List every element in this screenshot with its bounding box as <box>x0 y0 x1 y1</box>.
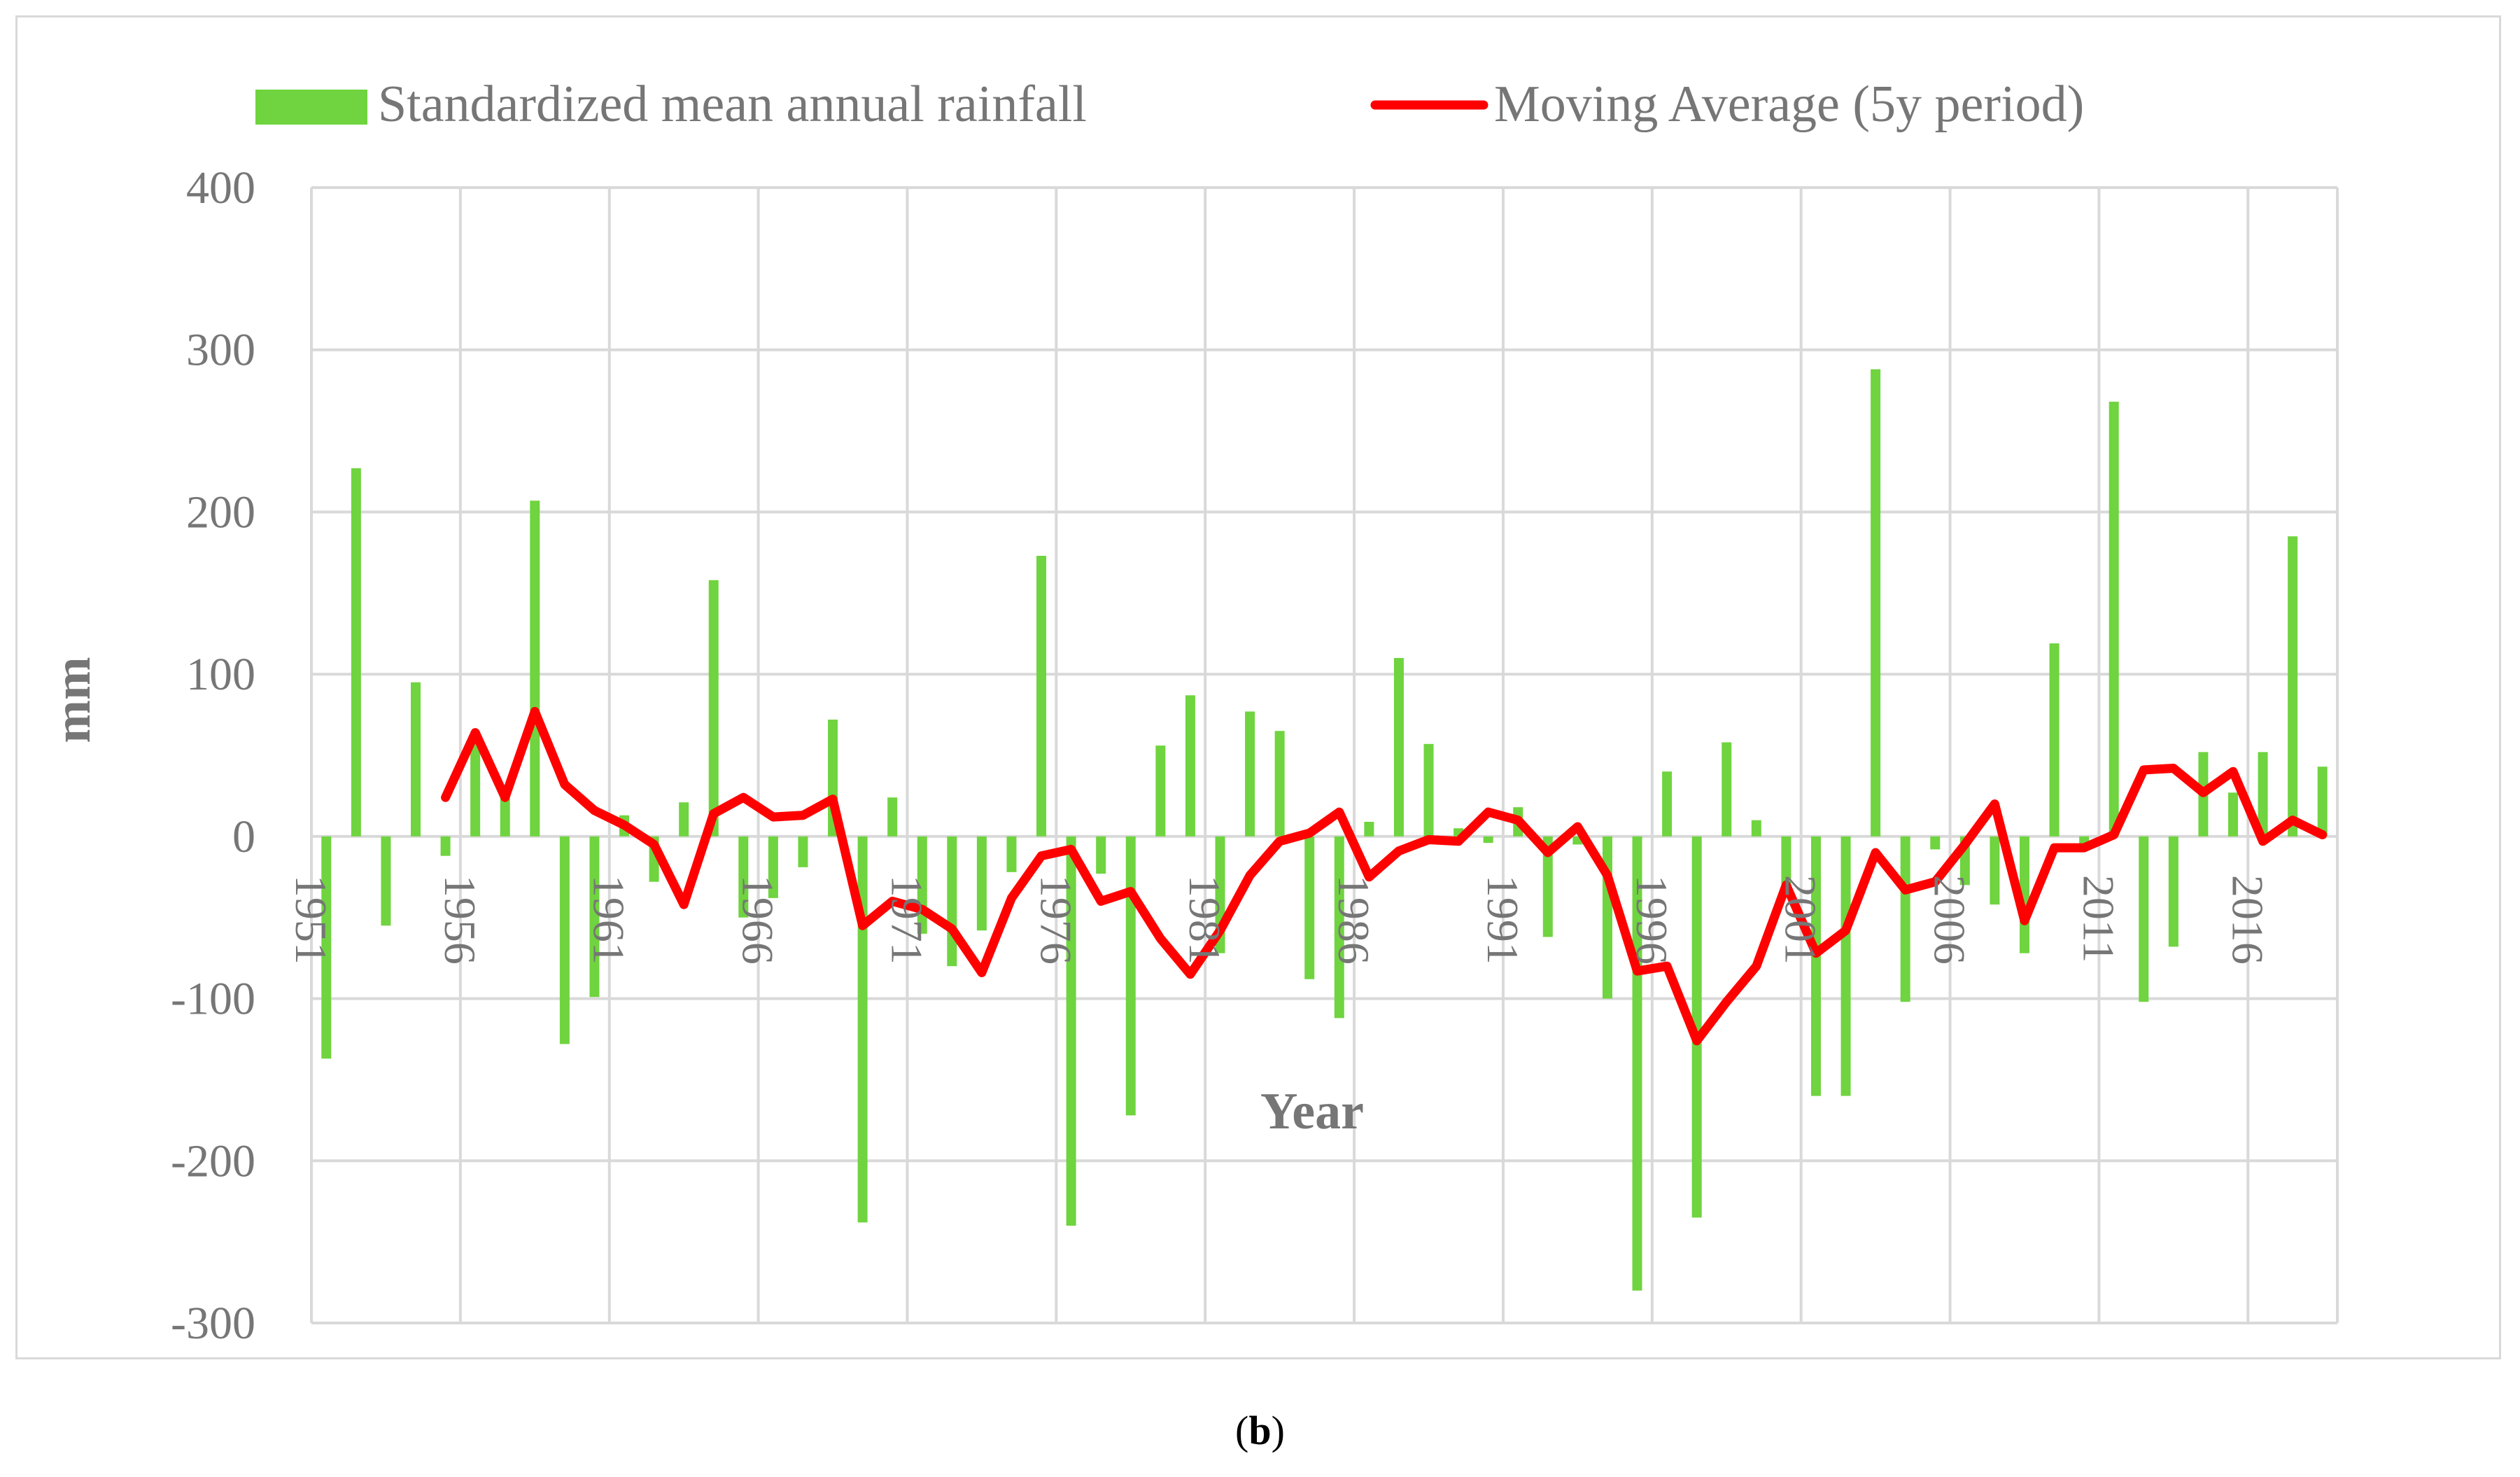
bars-layer <box>321 369 2328 1291</box>
rainfall-bar <box>976 836 987 931</box>
x-tick-label: 1981 <box>1180 875 1230 965</box>
labels-layer: 400 300 200 100 0 -100 -200 -300 1951 1956 1961 196… <box>44 162 2272 1349</box>
legend-line-label: Moving Average (5y period) <box>1494 76 2084 133</box>
moving-average-line <box>441 706 2328 1046</box>
x-tick-label: 2016 <box>2223 875 2272 965</box>
rainfall-bar <box>2227 792 2238 836</box>
rainfall-bar <box>1662 771 1673 836</box>
rainfall-bar <box>768 836 778 898</box>
rainfall-bar <box>2317 766 2328 836</box>
rainfall-bar <box>1871 369 1881 836</box>
rainfall-bar <box>2049 643 2060 836</box>
rainfall-bar <box>947 836 957 967</box>
line-layer <box>441 706 2328 1046</box>
rainfall-bar <box>1274 731 1285 836</box>
y-tick-label: 100 <box>186 649 255 700</box>
rainfall-bar <box>440 836 451 856</box>
rainfall-bar <box>1393 657 1404 836</box>
rainfall-bar <box>798 836 808 867</box>
rainfall-bar <box>1542 836 1553 937</box>
x-tick-label: 2006 <box>1925 875 1975 965</box>
rainfall-bar <box>1483 836 1493 844</box>
rainfall-bar <box>1364 822 1374 836</box>
grid-layer <box>310 186 2339 1324</box>
rainfall-bar <box>1722 742 1732 836</box>
figure-caption: (b) <box>0 1407 2520 1454</box>
rainfall-bar <box>321 836 332 1059</box>
rainfall-bar <box>1245 711 1255 836</box>
rainfall-bar <box>1930 836 1941 850</box>
caption-letter: b <box>1248 1408 1272 1453</box>
x-tick-label: 1991 <box>1478 875 1528 965</box>
rainfall-bar <box>1066 836 1076 1226</box>
x-tick-label: 1951 <box>286 875 336 965</box>
rainfall-bar <box>1781 836 1792 886</box>
rainfall-bar <box>708 580 719 836</box>
rainfall-bar <box>1423 743 1434 836</box>
x-tick-label: 1976 <box>1031 875 1080 965</box>
rainfall-bar <box>1304 836 1315 979</box>
rainfall-bar <box>1006 836 1017 872</box>
x-tick-label: 1986 <box>1329 875 1379 965</box>
rainfall-bar <box>2168 836 2178 947</box>
x-tick-label: 1956 <box>435 875 485 965</box>
caption-open: ( <box>1235 1408 1249 1453</box>
rainfall-bar <box>1453 828 1464 836</box>
rainfall-bar <box>1155 746 1166 836</box>
rainfall-bar <box>1810 836 1821 1096</box>
y-axis-title: mm <box>44 657 101 743</box>
rainfall-bar <box>1036 555 1047 836</box>
legend-layer: Standardized mean annual rainfall Moving … <box>255 76 2084 133</box>
rainfall-bar <box>381 836 391 926</box>
rainfall-bar <box>1602 836 1612 999</box>
x-tick-label: 1996 <box>1627 875 1677 965</box>
rainfall-bar <box>1691 836 1702 1218</box>
rainfall-bar <box>470 738 481 836</box>
y-tick-label: -300 <box>171 1298 255 1349</box>
rainfall-bar <box>887 797 898 836</box>
x-tick-label: 2001 <box>1776 875 1826 965</box>
rainfall-bar <box>1751 820 1761 836</box>
rainfall-bar <box>1572 836 1583 845</box>
rainfall-bar <box>1185 695 1195 836</box>
x-axis-title: Year <box>1260 1083 1364 1140</box>
rainfall-bar <box>1096 836 1106 874</box>
y-tick-label: 200 <box>186 486 255 538</box>
rainfall-bar <box>411 682 421 836</box>
y-tick-label: 400 <box>186 162 255 214</box>
rainfall-bar <box>2079 836 2090 845</box>
rainfall-bar <box>559 836 570 1044</box>
rainfall-bar <box>2288 536 2298 836</box>
rainfall-bar <box>1990 836 2000 905</box>
y-tick-label: -100 <box>171 974 255 1025</box>
chart-frame <box>15 15 2501 1359</box>
y-tick-label: 300 <box>186 325 255 376</box>
caption-close: ) <box>1271 1408 1285 1453</box>
x-tick-label: 2011 <box>2074 875 2123 963</box>
y-tick-label: -200 <box>171 1135 255 1186</box>
rainfall-bar <box>1900 836 1910 1002</box>
rainfall-bar <box>2109 401 2119 836</box>
rainfall-bar <box>1334 836 1344 1018</box>
rainfall-bar <box>2258 752 2268 836</box>
rainfall-bar <box>589 836 600 997</box>
rainfall-bar <box>1840 836 1851 1096</box>
rainfall-bar <box>2139 836 2149 1002</box>
legend-bar-swatch <box>255 90 367 125</box>
rainfall-bar <box>1125 836 1136 1116</box>
rainfall-bar <box>530 500 540 836</box>
rainfall-bar <box>679 802 689 836</box>
rainfall-bar <box>738 836 749 918</box>
x-tick-label: 1971 <box>882 875 931 965</box>
rainfall-bar <box>857 836 868 1223</box>
x-tick-label: 1966 <box>733 875 783 965</box>
x-tick-label: 1961 <box>584 875 634 965</box>
y-tick-label: 0 <box>232 811 255 862</box>
rainfall-bar <box>351 468 361 836</box>
legend-bar-label: Standardized mean annual rainfall <box>378 76 1087 133</box>
